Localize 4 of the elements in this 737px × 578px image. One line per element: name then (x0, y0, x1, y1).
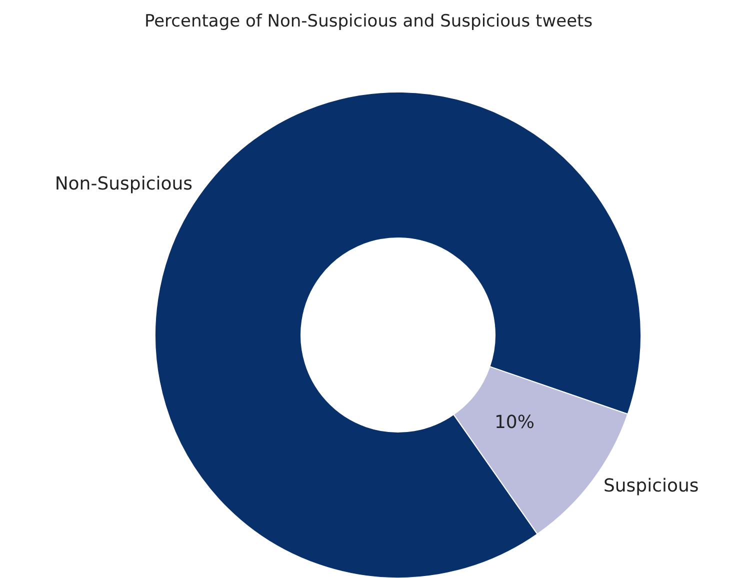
chart-title: Percentage of Non-Suspicious and Suspicious tweets (144, 12, 593, 32)
data-label: 10% (494, 412, 534, 434)
slice-label: Suspicious (603, 476, 699, 497)
slice-label: Non-Suspicious (54, 173, 193, 194)
